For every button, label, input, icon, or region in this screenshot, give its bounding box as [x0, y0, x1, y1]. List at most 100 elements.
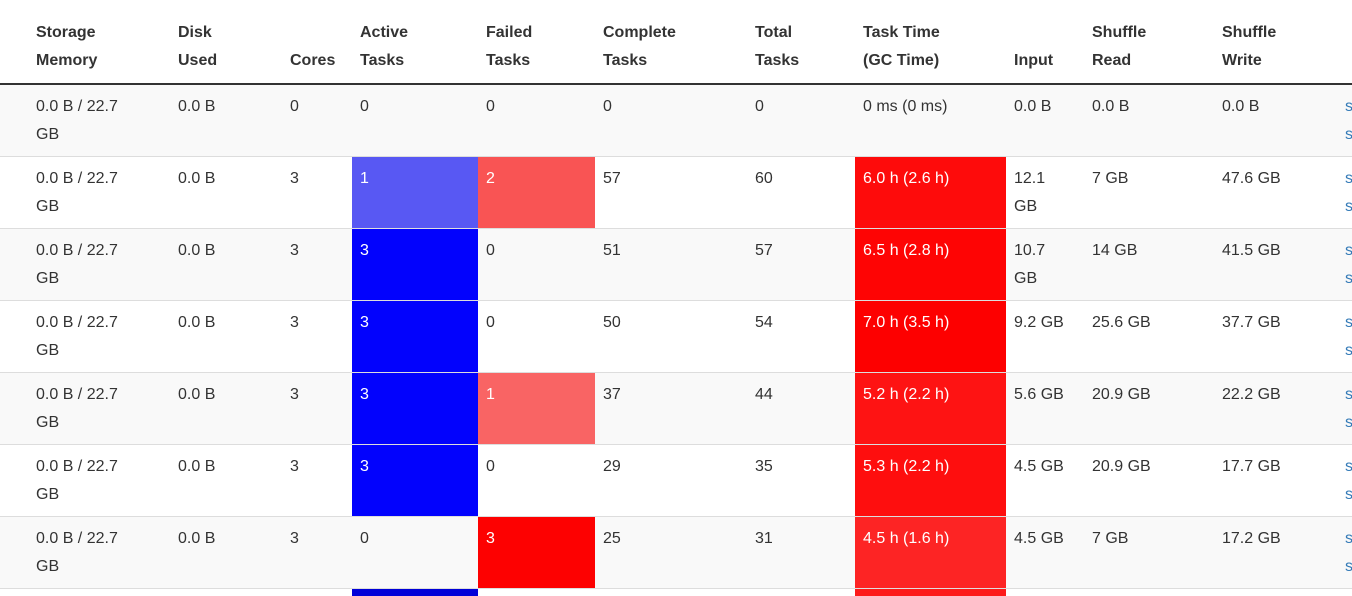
cell-failed-tasks: 0 — [478, 228, 595, 301]
cell-cores: 3 — [282, 444, 352, 517]
header-line2: Memory — [36, 52, 98, 69]
col-header-shuffle-write[interactable]: Shuffle Write — [1214, 0, 1337, 85]
log-link-1[interactable]: s — [1345, 381, 1352, 409]
cell-shuffle-read: 20.9 GB — [1084, 372, 1214, 445]
log-link-2[interactable]: s — [1345, 337, 1352, 365]
cell-total-tasks: 44 — [747, 372, 855, 445]
cell-total-tasks: 0 — [747, 83, 855, 157]
col-header-task-time[interactable]: Task Time (GC Time) — [855, 0, 1006, 85]
header-line2: Tasks — [486, 52, 531, 69]
cell-disk-used: 0.0 B — [170, 156, 282, 229]
col-header-input[interactable]: Input — [1006, 0, 1084, 85]
cell-disk-used: 0.0 B — [170, 228, 282, 301]
cell-disk-used: 0.0 B — [170, 372, 282, 445]
header-line2: Read — [1092, 52, 1132, 69]
log-link-1[interactable]: s — [1345, 93, 1352, 121]
cell-shuffle-write: 17.7 GB — [1214, 444, 1337, 517]
cell-task-time: 6.0 h (2.6 h) — [855, 156, 1006, 229]
col-header-shuffle-read[interactable]: Shuffle Read — [1084, 0, 1214, 85]
cell-storage-memory: 0.0 B / 22.7 GB — [0, 444, 170, 517]
cell-shuffle-write — [1214, 588, 1337, 596]
cell-complete-tasks: 57 — [595, 156, 747, 229]
log-link-2[interactable]: s — [1345, 121, 1352, 149]
cell-storage-memory — [0, 588, 170, 596]
log-link-2[interactable]: s — [1345, 265, 1352, 293]
cell-input: 0.0 B — [1006, 83, 1084, 157]
header-line1: Input — [1014, 52, 1054, 69]
header-line2: Tasks — [360, 52, 405, 69]
log-link-1[interactable]: s — [1345, 237, 1352, 265]
header-line1: Total — [755, 24, 793, 41]
cell-shuffle-write: 0.0 B — [1214, 83, 1337, 157]
log-link-2[interactable]: s — [1345, 553, 1352, 581]
header-row: Storage Memory Disk Used Cores Active Tasks… — [0, 0, 1352, 85]
cell-complete-tasks: 25 — [595, 516, 747, 589]
cell-task-time: 7.0 h (3.5 h) — [855, 300, 1006, 373]
cell-task-time: 0 ms (0 ms) — [855, 83, 1006, 157]
cell-failed-tasks: 1 — [478, 372, 595, 445]
cell-input: 5.6 GB — [1006, 372, 1084, 445]
cell-input — [1006, 588, 1084, 596]
log-link-1[interactable]: s — [1345, 525, 1352, 553]
cell-active-tasks: 3 — [352, 444, 478, 517]
col-header-logs[interactable] — [1337, 0, 1352, 85]
executor-row: 0.0 B / 22.7 GB 0.0 B 3 3 1 37 44 5.2 h … — [0, 372, 1352, 445]
cell-logs — [1337, 588, 1352, 596]
cell-total-tasks: 57 — [747, 228, 855, 301]
log-link-2[interactable]: s — [1345, 481, 1352, 509]
header-line1: Cores — [290, 52, 336, 69]
log-link-1[interactable]: s — [1345, 309, 1352, 337]
cell-total-tasks: 60 — [747, 156, 855, 229]
cell-disk-used: 0.0 B — [170, 300, 282, 373]
cell-complete-tasks: 0 — [595, 83, 747, 157]
header-line1: Shuffle — [1222, 24, 1277, 41]
cell-shuffle-read: 0.0 B — [1084, 83, 1214, 157]
executor-row: 0.0 B / 22.7 GB 0.0 B 3 1 2 57 60 6.0 h … — [0, 156, 1352, 229]
col-header-complete-tasks[interactable]: Complete Tasks — [595, 0, 747, 85]
cell-shuffle-write: 47.6 GB — [1214, 156, 1337, 229]
header-line2: Tasks — [755, 52, 800, 69]
log-link-1[interactable]: s — [1345, 453, 1352, 481]
col-header-disk-used[interactable]: Disk Used — [170, 0, 282, 85]
cell-task-time: 4.5 h (1.6 h) — [855, 516, 1006, 589]
cell-failed-tasks — [478, 588, 595, 596]
cell-input: 10.7 GB — [1006, 228, 1084, 301]
header-line1: Shuffle — [1092, 24, 1147, 41]
log-link-2[interactable]: s — [1345, 193, 1352, 221]
cell-shuffle-write: 22.2 GB — [1214, 372, 1337, 445]
cell-cores: 3 — [282, 156, 352, 229]
header-line2: (GC Time) — [863, 52, 940, 69]
cell-disk-used — [170, 588, 282, 596]
col-header-active-tasks[interactable]: Active Tasks — [352, 0, 478, 85]
col-header-cores[interactable]: Cores — [282, 0, 352, 85]
cell-logs: ss — [1337, 372, 1352, 445]
log-link-1[interactable]: s — [1345, 165, 1352, 193]
cell-active-tasks: 3 — [352, 372, 478, 445]
cell-task-time: 5.2 h (2.2 h) — [855, 372, 1006, 445]
log-link-2[interactable]: s — [1345, 409, 1352, 437]
cell-active-tasks: 0 — [352, 83, 478, 157]
cell-total-tasks: 54 — [747, 300, 855, 373]
cell-failed-tasks: 3 — [478, 516, 595, 589]
cell-cores — [282, 588, 352, 596]
cell-disk-used: 0.0 B — [170, 444, 282, 517]
header-line1: Storage — [36, 24, 96, 41]
cell-active-tasks: 0 — [352, 516, 478, 589]
col-header-total-tasks[interactable]: Total Tasks — [747, 0, 855, 85]
cell-failed-tasks: 0 — [478, 300, 595, 373]
executor-row: 0.0 B / 22.7 GB 0.0 B 3 3 0 51 57 6.5 h … — [0, 228, 1352, 301]
header-line1: Disk — [178, 24, 212, 41]
col-header-storage-memory[interactable]: Storage Memory — [0, 0, 170, 85]
cell-failed-tasks: 2 — [478, 156, 595, 229]
cell-storage-memory: 0.0 B / 22.7 GB — [0, 228, 170, 301]
header-line2: Used — [178, 52, 218, 69]
cell-failed-tasks: 0 — [478, 83, 595, 157]
cell-logs: ss — [1337, 300, 1352, 373]
cell-storage-memory: 0.0 B / 22.7 GB — [0, 300, 170, 373]
col-header-failed-tasks[interactable]: Failed Tasks — [478, 0, 595, 85]
header-line2: Tasks — [603, 52, 648, 69]
cell-active-tasks: 1 — [352, 156, 478, 229]
cell-active-tasks: 3 — [352, 228, 478, 301]
cell-input: 9.2 GB — [1006, 300, 1084, 373]
